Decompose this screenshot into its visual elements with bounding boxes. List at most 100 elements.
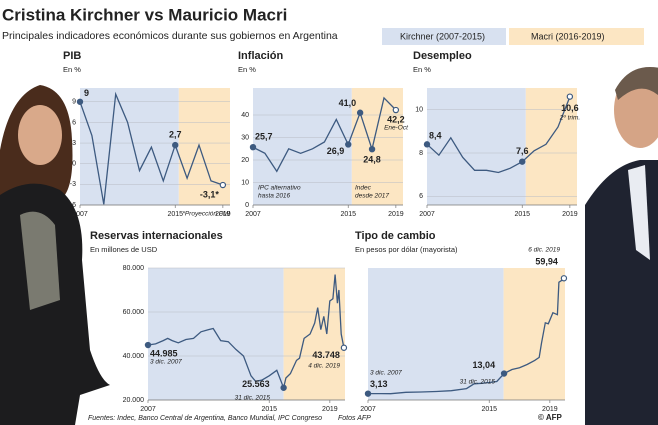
charts: PIB En % -6 -3 0 3 6 9 2007 2015 2019 9 2,7 -3,1* *Pro… bbox=[63, 50, 580, 413]
x-tick-label: 2007 bbox=[245, 211, 261, 218]
x-tick-label: 2015 bbox=[261, 406, 277, 413]
value-label: 2,7 bbox=[169, 129, 182, 139]
x-tick-label: 2015 bbox=[340, 211, 356, 218]
y-tick-label: 40.000 bbox=[123, 353, 145, 360]
annotation: 2º trim. bbox=[559, 115, 581, 122]
chart-title: Inflación bbox=[238, 50, 284, 62]
value-label: 3,13 bbox=[370, 379, 388, 389]
annotation: 31 dic. 2015 bbox=[235, 395, 271, 402]
y-tick-label: 6 bbox=[419, 193, 423, 200]
legend-swatch bbox=[382, 28, 506, 45]
x-tick-label: 2015 bbox=[481, 406, 497, 413]
x-tick-label: 2015 bbox=[167, 211, 183, 218]
annotation: 3 dic. 2007 bbox=[150, 359, 182, 366]
x-tick-label: 2007 bbox=[72, 211, 88, 218]
annotation: 4 dic. 2019 bbox=[308, 363, 340, 370]
legend-label: Macri (2016-2019) bbox=[531, 31, 605, 41]
data-point bbox=[356, 109, 364, 116]
annotation: hasta 2016 bbox=[258, 193, 291, 200]
data-point bbox=[144, 341, 152, 349]
y-tick-label: 60.000 bbox=[123, 309, 145, 316]
chart-title: Tipo de cambio bbox=[355, 230, 436, 242]
data-point bbox=[219, 181, 227, 189]
chart-subtitle: En % bbox=[238, 65, 256, 74]
annotation: 3 dic. 2007 bbox=[370, 370, 402, 377]
period-kirchner bbox=[148, 268, 284, 400]
chart-title: PIB bbox=[63, 50, 81, 62]
annotation: Ene-Oct bbox=[384, 125, 409, 132]
line bbox=[147, 274, 345, 390]
data-point bbox=[560, 275, 568, 282]
period-kirchner bbox=[427, 88, 526, 205]
data-point bbox=[519, 158, 526, 165]
chart-title: Desempleo bbox=[413, 50, 472, 62]
period-macri bbox=[503, 268, 565, 400]
data-point bbox=[500, 370, 508, 377]
y-tick-label: -3 bbox=[70, 181, 76, 188]
y-tick-label: 0 bbox=[245, 202, 249, 209]
value-label: -3,1* bbox=[200, 189, 220, 199]
subtitle: Principales indicadores económicos duran… bbox=[2, 30, 338, 42]
value-label: 8,4 bbox=[429, 131, 442, 141]
data-point bbox=[364, 390, 372, 397]
value-label: 25.563 bbox=[242, 379, 270, 389]
period-kirchner bbox=[80, 88, 179, 205]
annotation: desde 2017 bbox=[355, 193, 389, 200]
y-tick-label: 6 bbox=[72, 119, 76, 126]
value-label: 9 bbox=[84, 88, 89, 98]
photo-kirchner bbox=[0, 85, 110, 425]
y-tick-label: 3 bbox=[72, 140, 76, 147]
chart-subtitle: En pesos por dólar (mayorista) bbox=[355, 245, 458, 254]
footer-sources: Fuentes: Indec, Banco Central de Argenti… bbox=[88, 415, 322, 422]
x-tick-label: 2019 bbox=[322, 406, 338, 413]
value-label: 7,6 bbox=[516, 146, 529, 156]
x-tick-label: 2019 bbox=[542, 406, 558, 413]
chart-subtitle: En % bbox=[413, 65, 431, 74]
annotation: Indec bbox=[355, 185, 372, 192]
y-tick-label: 0 bbox=[72, 161, 76, 168]
y-tick-label: 9 bbox=[72, 99, 76, 106]
value-label: 42,2 bbox=[387, 114, 405, 124]
period-macri bbox=[525, 88, 577, 205]
y-tick-label: 10 bbox=[241, 179, 249, 186]
y-tick-label: 40 bbox=[241, 112, 249, 119]
period-kirchner bbox=[253, 88, 352, 205]
annotation: *Proyección FMI bbox=[182, 211, 230, 218]
annotation: 31 dic. 2015 bbox=[460, 379, 496, 386]
chart-subtitle: En millones de USD bbox=[90, 245, 158, 254]
chart-subtitle: En % bbox=[63, 65, 81, 74]
value-label: 25,7 bbox=[255, 132, 273, 142]
data-point bbox=[172, 141, 179, 149]
y-tick-label: 30 bbox=[241, 134, 249, 141]
data-point bbox=[566, 93, 574, 100]
value-label: 44.985 bbox=[150, 348, 178, 358]
x-tick-label: 2019 bbox=[388, 211, 404, 218]
value-label: 26,9 bbox=[327, 146, 345, 156]
line bbox=[367, 277, 565, 395]
line bbox=[426, 96, 571, 174]
data-point bbox=[368, 145, 376, 153]
data-point bbox=[280, 384, 287, 391]
data-point bbox=[340, 344, 348, 351]
footer-photos: Fotos AFP bbox=[338, 415, 371, 422]
data-point bbox=[76, 98, 84, 105]
legend-label: Kirchner (2007-2015) bbox=[400, 31, 485, 41]
legend-swatch bbox=[509, 28, 644, 45]
data-point bbox=[249, 143, 257, 151]
annotation: IPC alternativo bbox=[258, 185, 301, 192]
period-kirchner bbox=[368, 268, 504, 400]
y-tick-label: 8 bbox=[419, 150, 423, 157]
value-label: 13,04 bbox=[473, 360, 496, 370]
annotation: 6 dic. 2019 bbox=[528, 247, 560, 254]
line bbox=[79, 91, 224, 205]
photo-macri bbox=[585, 67, 658, 425]
value-label: 10,6 bbox=[561, 103, 579, 113]
y-tick-label: 10 bbox=[415, 107, 423, 114]
value-label: 41,0 bbox=[339, 98, 357, 108]
data-point bbox=[392, 106, 400, 114]
x-tick-label: 2015 bbox=[514, 211, 530, 218]
x-tick-label: 2007 bbox=[360, 406, 376, 413]
chart-title: Reservas internacionales bbox=[90, 230, 223, 242]
y-tick-label: -6 bbox=[70, 202, 76, 209]
